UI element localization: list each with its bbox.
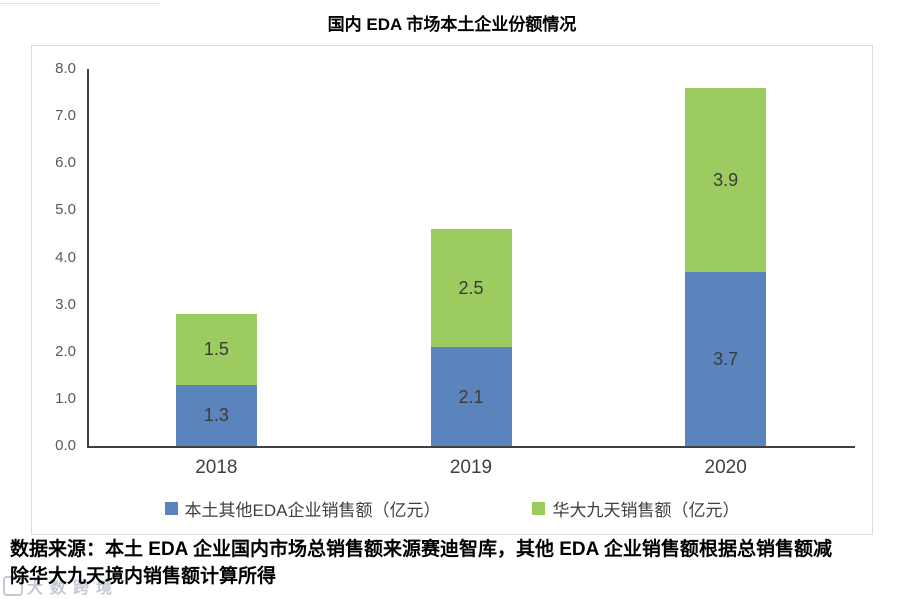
y-axis-tick-label: 2.0 xyxy=(55,342,76,360)
y-axis-tick-label: 3.0 xyxy=(55,295,76,313)
legend-item-huada-jiutian: 华大九天销售额（亿元） xyxy=(532,496,739,521)
bar-value-label: 2.5 xyxy=(458,278,484,299)
legend: 本土其他EDA企业销售额（亿元） 华大九天销售额（亿元） xyxy=(32,496,872,521)
legend-swatch-green-icon xyxy=(532,502,546,515)
y-axis-tick-label: 4.0 xyxy=(55,248,76,266)
bar-value-label: 3.9 xyxy=(713,169,739,190)
y-axis-tick-label: 7.0 xyxy=(55,107,76,125)
bar-segment-series-0 xyxy=(175,384,257,446)
legend-label-other-eda: 本土其他EDA企业销售额（亿元） xyxy=(184,501,441,520)
y-axis-tick-label: 6.0 xyxy=(55,154,76,172)
data-source-line-1: 数据来源：本土 EDA 企业国内市场总销售额来源赛迪智库，其他 EDA 企业销售… xyxy=(10,539,832,560)
watermark-logo-icon xyxy=(3,576,23,596)
watermark: 大数跨境 xyxy=(3,574,119,598)
x-axis-category-label: 2019 xyxy=(449,457,493,478)
legend-item-other-eda: 本土其他EDA企业销售额（亿元） xyxy=(164,496,441,521)
data-source-line-2: 除华大九天境内销售额计算所得 xyxy=(10,566,277,587)
bar-segment-series-1 xyxy=(430,229,512,348)
bar-segment-series-1 xyxy=(175,314,257,385)
top-divider-line xyxy=(0,3,160,4)
bar-segment-series-0 xyxy=(685,271,767,446)
y-axis-tick-label: 8.0 xyxy=(55,60,76,77)
legend-swatch-blue-icon xyxy=(164,502,178,515)
bar-value-label: 1.3 xyxy=(203,405,229,426)
x-axis-category-label: 2018 xyxy=(195,457,238,478)
y-axis-tick-label: 5.0 xyxy=(55,201,76,219)
plot-area: 0.0 1.0 2.0 3.0 4.0 5.0 6.0 7.0 8.0 1.3 1.5 2018 2.1… xyxy=(32,46,872,534)
bar-value-label: 3.7 xyxy=(713,348,739,369)
y-axis-tick-label: 0.0 xyxy=(55,437,76,454)
chart-card: 0.0 1.0 2.0 3.0 4.0 5.0 6.0 7.0 8.0 1.3 1.5 2018 2.1… xyxy=(31,45,873,535)
legend-label-huada-jiutian: 华大九天销售额（亿元） xyxy=(552,501,740,520)
data-source-note: 数据来源：本土 EDA 企业国内市场总销售额来源赛迪智库，其他 EDA 企业销售… xyxy=(10,536,896,590)
x-axis-category-label: 2020 xyxy=(704,457,747,478)
bar-segment-series-1 xyxy=(685,87,767,272)
chart-title: 国内 EDA 市场本土企业份额情况 xyxy=(327,15,577,34)
x-axis-line xyxy=(87,446,855,448)
watermark-text: 大数跨境 xyxy=(27,580,120,597)
y-axis-tick-label: 1.0 xyxy=(55,389,76,407)
bar-value-label: 1.5 xyxy=(203,339,229,360)
y-axis-line xyxy=(87,69,89,448)
bar-segment-series-0 xyxy=(430,347,512,446)
bar-value-label: 2.1 xyxy=(458,386,484,407)
